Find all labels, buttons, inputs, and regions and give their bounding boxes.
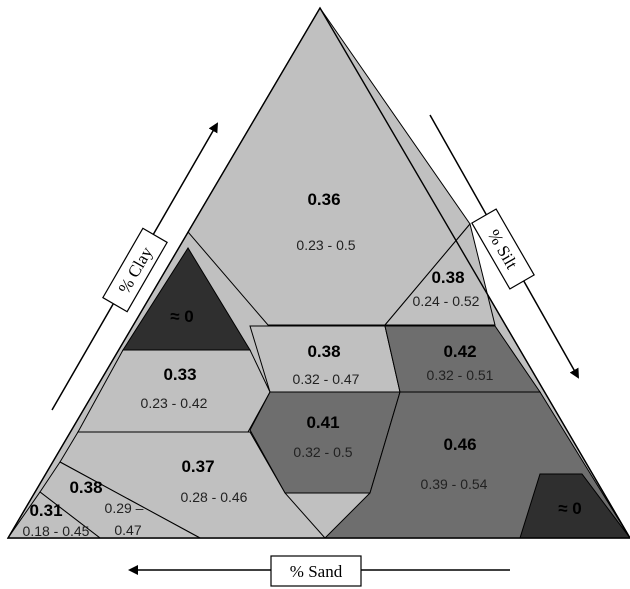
clay-loam-value: 0.38 xyxy=(307,342,340,361)
sand-range: 0.18 - 0.45 xyxy=(23,523,90,539)
triangle-border xyxy=(6,6,630,539)
sandy-clay-loam-range: 0.23 - 0.42 xyxy=(141,395,208,411)
sandy-clay-loam-value: 0.33 xyxy=(163,365,196,384)
clay-axis-label-box xyxy=(102,227,168,313)
region-silt xyxy=(519,473,630,539)
sandy-loam-range: 0.28 - 0.46 xyxy=(181,489,248,505)
silty-clay-value: 0.38 xyxy=(431,268,464,287)
loam-value: 0.41 xyxy=(306,413,339,432)
clay-loam-range: 0.32 - 0.47 xyxy=(293,371,360,387)
clay-value: 0.36 xyxy=(307,190,340,209)
region-sandy-clay-loam xyxy=(77,349,271,433)
silt-loam-value: 0.46 xyxy=(443,435,476,454)
region-loam xyxy=(249,391,401,494)
region-silty-clay xyxy=(383,222,496,326)
sandy-loam-value: 0.37 xyxy=(181,457,214,476)
silt-loam-range: 0.39 - 0.54 xyxy=(421,476,488,492)
sand-axis-label: % Sand xyxy=(290,562,343,581)
silty-clay-range: 0.24 - 0.52 xyxy=(413,293,480,309)
loamy-sand-value: 0.38 xyxy=(69,478,102,497)
silt-value: ≈ 0 xyxy=(558,499,582,518)
sandy-clay-value: ≈ 0 xyxy=(170,307,194,326)
loam-range: 0.32 - 0.5 xyxy=(293,444,352,460)
silty-clay-loam-range: 0.32 - 0.51 xyxy=(427,367,494,383)
sand-value: 0.31 xyxy=(29,501,62,520)
silty-clay-loam-value: 0.42 xyxy=(443,342,476,361)
silt-axis-label-box xyxy=(471,208,535,290)
clay-range: 0.23 - 0.5 xyxy=(296,237,355,253)
loamy-sand-range-line1: 0.29 – xyxy=(105,500,144,516)
sand-axis-label-box xyxy=(270,555,362,587)
loamy-sand-range-line2: 0.47 xyxy=(114,522,141,538)
